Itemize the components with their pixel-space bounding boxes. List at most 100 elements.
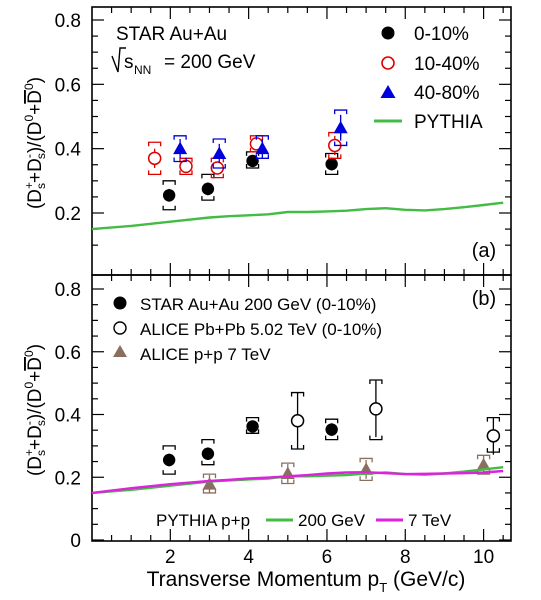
series-a-2-point-2-sys-low — [255, 154, 269, 159]
series-a-0-point-2 — [246, 154, 259, 168]
legend-40-80-text: 40-80% — [414, 83, 480, 104]
collision-label: STAR Au+Au — [116, 24, 227, 45]
series-b-0-point-0 — [162, 453, 176, 467]
panel-b: 0 0.2 0.4 0.6 0.8 2 4 6 8 10 (b) STAR Au+Au 200 G… — [22, 274, 512, 595]
series-a-2-point-0-sys-high — [173, 135, 187, 140]
series-b-0-point-3 — [325, 423, 338, 436]
series-b-0-point-1 — [201, 447, 215, 460]
series-a-2-point-3-sys-low — [334, 141, 348, 147]
y-tick-label-b: 0 — [70, 531, 81, 552]
series-b-2-point-1-sys-high — [281, 462, 295, 468]
series-a-0-point-2-sys-low — [245, 163, 260, 169]
series-a-2-point-3-sys-high — [334, 109, 348, 115]
panel-a-axes: 0.2 0.4 0.6 0.8 — [55, 7, 511, 275]
series-a-2-point-2-sys-high — [255, 135, 269, 140]
y-tick-label-a: 0.6 — [55, 75, 81, 96]
series-a-2-point-0-sys-low — [173, 157, 187, 163]
series-a-3-line — [91, 201, 504, 231]
energy-sub: NN — [134, 63, 151, 77]
legend-pythia-text: PYTHIA — [414, 112, 483, 133]
legend-pythia-pp-text: PYTHIA p+p — [156, 511, 250, 530]
sqrt-symbol — [111, 47, 126, 73]
legend-alice-pbpb-text: ALICE Pb+Pb 5.02 TeV (0-10%) — [140, 320, 382, 339]
x-tick-label: 4 — [243, 547, 254, 568]
series-b-1-point-1-sys-high — [369, 379, 383, 384]
y-tick-label-a: 0.2 — [55, 204, 81, 225]
series-a-0-point-0-sys-low — [162, 205, 176, 211]
panel-a-frame — [91, 6, 512, 276]
panel-b-axes: 0 0.2 0.4 0.6 0.8 2 4 6 8 10 — [55, 275, 511, 568]
energy-prefix: s — [124, 52, 134, 73]
series-a-2-point-1-sys-low — [212, 163, 226, 169]
series-a-0-point-0 — [162, 189, 176, 202]
series-a-0-point-3-sys-high — [325, 152, 339, 158]
energy-label: s NN = 200 GeV — [111, 47, 256, 77]
series-b-2-point-2-sys-low — [359, 476, 373, 482]
series-b-0-point-2-sys-low — [245, 429, 260, 434]
y-tick-label-b: 0.2 — [55, 468, 81, 489]
series-b-0-point-0-sys-low — [162, 470, 176, 475]
series-a-1-point-1-sys-low — [179, 170, 193, 176]
panel-b-label: (b) — [472, 288, 496, 310]
panel-a-marks — [91, 109, 504, 231]
series-a-2-point-3 — [333, 120, 348, 134]
series-a-1-point-0 — [147, 151, 162, 166]
series-a-2-point-2 — [255, 141, 270, 155]
legend-0-10-marker — [381, 26, 395, 40]
series-a-2-point-1 — [212, 146, 227, 159]
series-b-1-point-2 — [486, 429, 501, 443]
series-b-0-point-2-sys-high — [245, 416, 260, 422]
y-tick-label-b: 0.8 — [55, 280, 81, 301]
legend-10-40-text: 10-40% — [414, 54, 480, 75]
series-a-2-point-0 — [173, 141, 188, 155]
series-b-0-point-0-sys-high — [162, 445, 176, 450]
legend-0-10-text: 0-10% — [414, 24, 469, 45]
series-a-0-point-0-sys-high — [162, 180, 176, 185]
x-axis-label: Transverse Momentum pT (GeV/c) — [147, 568, 466, 595]
legend-b: STAR Au+Au 200 GeV (0-10%) ALICE Pb+Pb 5… — [113, 295, 452, 530]
x-tick-label: 10 — [473, 547, 494, 568]
legend-alice-pbpb-marker — [113, 321, 127, 335]
series-a-0-point-3-sys-low — [325, 170, 339, 176]
series-b-1-point-1 — [369, 402, 383, 416]
series-a-1-point-4-sys-low — [328, 154, 342, 159]
series-b-1-point-1-sys-low — [369, 435, 383, 441]
legend-7tev-text: 7 TeV — [408, 511, 452, 530]
series-a-0-point-1 — [201, 182, 215, 196]
y-tick-label-b: 0.6 — [55, 343, 81, 364]
series-a-1-point-2-sys-low — [210, 173, 224, 179]
series-a-0-point-1-sys-low — [201, 196, 215, 201]
series-b-2-point-0 — [202, 477, 217, 490]
legend-10-40-marker — [381, 56, 395, 70]
series-b-1-point-0-sys-low — [290, 445, 305, 450]
y-axis-label-a: (D+s+D-s)/(D0+D0) — [22, 77, 48, 209]
y-tick-label-a: 0.4 — [55, 140, 82, 161]
series-b-2-point-1-sys-low — [281, 479, 295, 485]
series-a-1-point-0-sys-low — [148, 170, 162, 176]
series-a-1-point-0-sys-high — [148, 141, 162, 147]
legend-200gev-text: 200 GeV — [298, 511, 366, 530]
legend-a: 0-10% 10-40% 40-80% PYTHIA — [374, 24, 483, 133]
panel-b-frame — [91, 274, 512, 542]
x-tick-label: 2 — [165, 547, 176, 568]
series-b-0-point-3-sys-low — [325, 435, 339, 441]
series-b-0-point-1-sys-low — [201, 460, 215, 466]
series-b-2-point-2-sys-high — [359, 457, 373, 463]
panel-a: 0.2 0.4 0.6 0.8 (a) STAR Au+Au s NN = 200 G… — [22, 6, 512, 276]
legend-alice-pp-text: ALICE p+p 7 TeV — [140, 345, 271, 364]
y-tick-label-a: 0.8 — [55, 11, 81, 32]
series-b-2-point-0-sys-high — [202, 473, 217, 479]
series-a-2-point-1-sys-high — [212, 138, 226, 144]
energy-value: = 200 GeV — [164, 52, 256, 73]
x-tick-label: 8 — [400, 547, 411, 568]
series-b-2-point-3 — [476, 457, 491, 471]
series-a-0-point-3 — [325, 157, 338, 171]
legend-star-marker — [113, 296, 127, 310]
panel-a-label: (a) — [472, 240, 496, 262]
x-tick-label: 6 — [322, 547, 333, 568]
series-b-0-point-2 — [246, 420, 259, 433]
legend-star-text: STAR Au+Au 200 GeV (0-10%) — [140, 295, 376, 314]
series-a-0-point-1-sys-high — [201, 173, 215, 179]
series-b-1-point-0 — [290, 414, 305, 428]
